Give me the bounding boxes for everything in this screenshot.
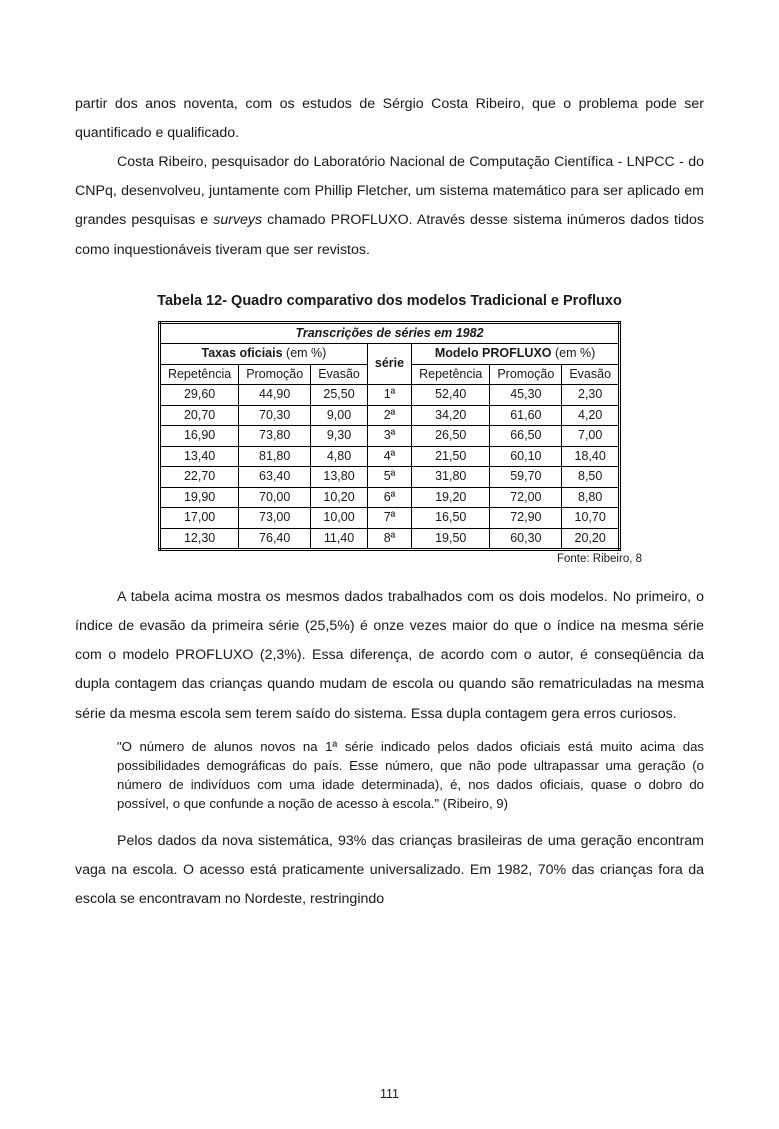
- table-body: 29,6044,9025,501ª52,4045,302,3020,7070,3…: [159, 385, 619, 550]
- group-header-serie: série: [367, 344, 411, 385]
- cell-value: 18,40: [562, 446, 620, 467]
- cell-value: 20,20: [562, 528, 620, 550]
- cell-serie: 8ª: [367, 528, 411, 550]
- cell-value: 9,00: [311, 405, 368, 426]
- cell-value: 17,00: [159, 508, 238, 529]
- cell-value: 45,30: [490, 385, 562, 406]
- cell-value: 76,40: [239, 528, 311, 550]
- cell-value: 70,30: [239, 405, 311, 426]
- cell-value: 29,60: [159, 385, 238, 406]
- paragraph-2: Costa Ribeiro, pesquisador do Laboratóri…: [75, 148, 704, 264]
- cell-value: 21,50: [412, 446, 490, 467]
- cell-value: 26,50: [412, 426, 490, 447]
- body-text-block-3: Pelos dados da nova sistemática, 93% das…: [75, 827, 704, 914]
- table-row: 12,3076,4011,408ª19,5060,3020,20: [159, 528, 619, 550]
- cell-value: 8,80: [562, 487, 620, 508]
- cell-value: 60,30: [490, 528, 562, 550]
- cell-value: 63,40: [239, 467, 311, 488]
- cell-value: 16,50: [412, 508, 490, 529]
- col-left-1: Promoção: [239, 364, 311, 385]
- col-left-2: Evasão: [311, 364, 368, 385]
- paragraph-3: A tabela acima mostra os mesmos dados tr…: [75, 583, 704, 729]
- cell-value: 11,40: [311, 528, 368, 550]
- cell-value: 44,90: [239, 385, 311, 406]
- table-row: 22,7063,4013,805ª31,8059,708,50: [159, 467, 619, 488]
- table-row: 19,9070,0010,206ª19,2072,008,80: [159, 487, 619, 508]
- table-wrapper: Transcrições de séries em 1982 Taxas ofi…: [75, 321, 704, 552]
- cell-value: 60,10: [490, 446, 562, 467]
- table-group-header-row: Taxas oficiais (em %) série Modelo PROFL…: [159, 344, 619, 365]
- cell-serie: 6ª: [367, 487, 411, 508]
- cell-value: 2,30: [562, 385, 620, 406]
- group-header-left-bold: Taxas oficiais: [202, 346, 287, 360]
- cell-value: 73,00: [239, 508, 311, 529]
- group-header-right-bold: Modelo PROFLUXO: [435, 346, 555, 360]
- col-right-1: Promoção: [490, 364, 562, 385]
- paragraph-1: partir dos anos noventa, com os estudos …: [75, 90, 704, 148]
- cell-serie: 7ª: [367, 508, 411, 529]
- cell-value: 10,70: [562, 508, 620, 529]
- cell-value: 70,00: [239, 487, 311, 508]
- body-text-block-2: A tabela acima mostra os mesmos dados tr…: [75, 583, 704, 729]
- table-title: Tabela 12- Quadro comparativo dos modelo…: [75, 293, 704, 309]
- group-header-left-pct: (em %): [286, 346, 326, 360]
- cell-serie: 5ª: [367, 467, 411, 488]
- table-caption-row: Transcrições de séries em 1982: [159, 322, 619, 344]
- cell-serie: 1ª: [367, 385, 411, 406]
- cell-value: 10,20: [311, 487, 368, 508]
- cell-value: 34,20: [412, 405, 490, 426]
- cell-value: 59,70: [490, 467, 562, 488]
- cell-value: 4,20: [562, 405, 620, 426]
- cell-value: 61,60: [490, 405, 562, 426]
- paragraph-4: Pelos dados da nova sistemática, 93% das…: [75, 827, 704, 914]
- cell-value: 66,50: [490, 426, 562, 447]
- cell-value: 12,30: [159, 528, 238, 550]
- cell-value: 20,70: [159, 405, 238, 426]
- table-row: 20,7070,309,002ª34,2061,604,20: [159, 405, 619, 426]
- cell-value: 52,40: [412, 385, 490, 406]
- cell-value: 13,40: [159, 446, 238, 467]
- cell-value: 8,50: [562, 467, 620, 488]
- col-right-2: Evasão: [562, 364, 620, 385]
- document-page: partir dos anos noventa, com os estudos …: [0, 0, 779, 1129]
- cell-value: 9,30: [311, 426, 368, 447]
- col-left-0: Repetência: [159, 364, 238, 385]
- cell-serie: 2ª: [367, 405, 411, 426]
- group-header-right: Modelo PROFLUXO (em %): [412, 344, 620, 365]
- body-text-block-1: partir dos anos noventa, com os estudos …: [75, 90, 704, 265]
- cell-value: 13,80: [311, 467, 368, 488]
- cell-value: 25,50: [311, 385, 368, 406]
- cell-value: 19,90: [159, 487, 238, 508]
- cell-value: 7,00: [562, 426, 620, 447]
- cell-value: 19,20: [412, 487, 490, 508]
- table-row: 29,6044,9025,501ª52,4045,302,30: [159, 385, 619, 406]
- cell-value: 16,90: [159, 426, 238, 447]
- block-quote: "O número de alunos novos na 1ª série in…: [117, 737, 704, 814]
- cell-value: 31,80: [412, 467, 490, 488]
- cell-serie: 3ª: [367, 426, 411, 447]
- cell-value: 4,80: [311, 446, 368, 467]
- cell-value: 81,80: [239, 446, 311, 467]
- col-right-0: Repetência: [412, 364, 490, 385]
- group-header-right-pct: (em %): [555, 346, 595, 360]
- page-number: 111: [0, 1087, 779, 1101]
- data-table: Transcrições de séries em 1982 Taxas ofi…: [158, 321, 621, 552]
- cell-value: 10,00: [311, 508, 368, 529]
- cell-value: 72,90: [490, 508, 562, 529]
- paragraph-2-italic: surveys: [213, 212, 262, 228]
- group-header-left: Taxas oficiais (em %): [159, 344, 367, 365]
- cell-value: 22,70: [159, 467, 238, 488]
- table-caption: Transcrições de séries em 1982: [159, 322, 619, 344]
- cell-value: 73,80: [239, 426, 311, 447]
- table-row: 16,9073,809,303ª26,5066,507,00: [159, 426, 619, 447]
- cell-serie: 4ª: [367, 446, 411, 467]
- cell-value: 19,50: [412, 528, 490, 550]
- table-row: 13,4081,804,804ª21,5060,1018,40: [159, 446, 619, 467]
- table-source: Fonte: Ribeiro, 8: [75, 553, 704, 565]
- table-row: 17,0073,0010,007ª16,5072,9010,70: [159, 508, 619, 529]
- cell-value: 72,00: [490, 487, 562, 508]
